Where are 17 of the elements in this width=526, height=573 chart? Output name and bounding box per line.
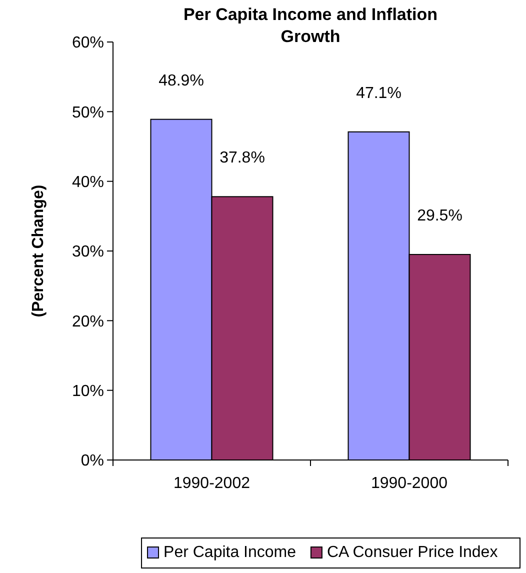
y-tick-label: 60%	[72, 34, 104, 52]
data-label: 29.5%	[417, 207, 462, 224]
y-tick-label: 50%	[72, 104, 104, 122]
y-tick-label: 20%	[72, 313, 104, 330]
x-tick-label: 1990-2000	[370, 475, 448, 492]
chart-title: Per Capita Income and Inflation Growth	[183, 5, 438, 46]
y-tick-label: 0%	[80, 452, 104, 470]
y-axis-title: (Percent Change)	[30, 184, 47, 318]
y-tick-label: 40%	[72, 174, 104, 191]
x-tick-label: 1990-2002	[173, 475, 250, 492]
y-tick-label: 30%	[72, 244, 104, 261]
data-label: 37.8%	[220, 150, 265, 167]
data-label: 48.9%	[158, 72, 204, 90]
legend-label: Per Capita Income	[164, 544, 296, 561]
y-tick-label: 10%	[72, 382, 104, 400]
data-label: 47.1%	[356, 84, 402, 102]
legend-label: CA Consuer Price Index	[326, 544, 498, 561]
